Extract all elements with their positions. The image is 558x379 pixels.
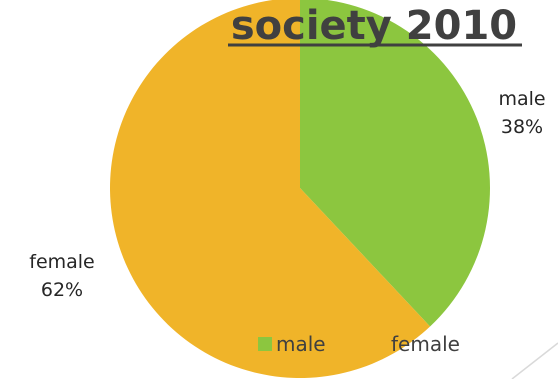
data-label-female: female 62% bbox=[29, 251, 95, 301]
legend-swatch-male bbox=[258, 337, 272, 351]
legend-swatch-female bbox=[373, 337, 387, 351]
data-label-male: male 38% bbox=[498, 88, 545, 138]
data-label-male-category: male bbox=[498, 88, 545, 110]
data-label-male-percent: 38% bbox=[501, 116, 543, 138]
legend: male female bbox=[258, 332, 460, 356]
legend-label-male: male bbox=[276, 332, 326, 356]
pie-slices bbox=[110, 0, 490, 378]
data-label-female-percent: 62% bbox=[41, 279, 83, 301]
data-label-female-category: female bbox=[29, 251, 95, 273]
decorative-corner-line bbox=[511, 342, 558, 379]
chart-title: society 2010 bbox=[228, 3, 522, 49]
pie-slice-male bbox=[300, 0, 490, 327]
pie-slice-female bbox=[110, 0, 431, 378]
title-text: society 2010 bbox=[231, 3, 517, 49]
legend-label-female: female bbox=[391, 332, 460, 356]
